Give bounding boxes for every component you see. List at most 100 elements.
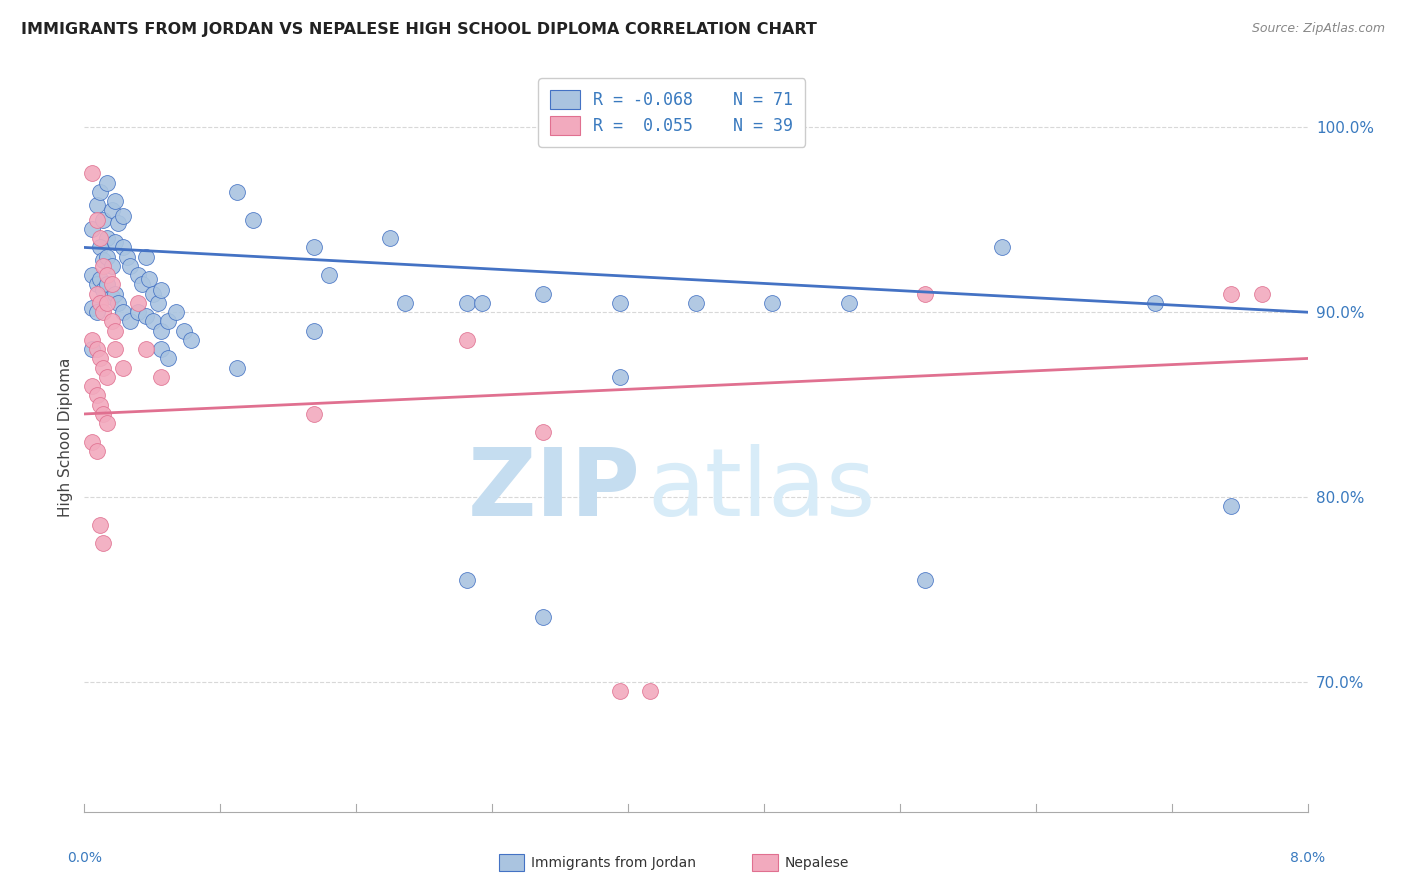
Point	[101, 314, 124, 328]
Point	[142, 314, 165, 328]
Point	[531, 610, 554, 624]
Point	[101, 203, 124, 218]
Point	[89, 398, 111, 412]
Point	[111, 360, 134, 375]
Point	[86, 388, 108, 402]
Point	[96, 250, 118, 264]
Point	[80, 166, 103, 180]
Point	[127, 268, 149, 283]
Point	[89, 518, 111, 533]
Point	[531, 425, 554, 440]
Point	[111, 209, 134, 223]
Point	[101, 277, 124, 292]
Point	[914, 574, 936, 588]
Point	[165, 305, 187, 319]
Point	[86, 277, 108, 292]
Point	[91, 360, 114, 375]
Point	[80, 342, 103, 356]
Point	[685, 296, 707, 310]
Point	[86, 212, 108, 227]
Point	[111, 305, 134, 319]
Point	[180, 333, 202, 347]
Point	[302, 324, 325, 338]
Point	[456, 574, 478, 588]
Point	[149, 324, 172, 338]
Point	[101, 259, 124, 273]
Point	[609, 684, 631, 698]
Point	[380, 231, 402, 245]
Point	[157, 351, 180, 366]
Point	[111, 240, 134, 254]
Point	[142, 286, 165, 301]
Point	[135, 250, 157, 264]
Point	[86, 286, 108, 301]
Point	[149, 370, 172, 384]
Point	[914, 286, 936, 301]
Point	[127, 296, 149, 310]
Point	[146, 296, 169, 310]
Point	[91, 212, 114, 227]
Point	[80, 434, 103, 449]
Point	[127, 305, 149, 319]
Point	[131, 277, 153, 292]
Point	[96, 416, 118, 430]
Text: 8.0%: 8.0%	[1291, 851, 1324, 864]
Point	[104, 342, 127, 356]
Point	[80, 268, 103, 283]
Text: Immigrants from Jordan: Immigrants from Jordan	[531, 855, 696, 870]
Point	[302, 240, 325, 254]
Point	[96, 296, 118, 310]
Point	[96, 277, 118, 292]
Point	[107, 216, 129, 230]
Y-axis label: High School Diploma: High School Diploma	[58, 358, 73, 516]
Point	[1143, 296, 1166, 310]
Point	[91, 536, 114, 550]
Point	[456, 333, 478, 347]
Point	[609, 296, 631, 310]
Point	[456, 296, 478, 310]
Point	[96, 176, 118, 190]
Point	[89, 296, 111, 310]
Point	[138, 272, 160, 286]
Point	[80, 222, 103, 236]
Text: Nepalese: Nepalese	[785, 855, 849, 870]
Point	[991, 240, 1014, 254]
Point	[104, 235, 127, 249]
Text: ZIP: ZIP	[468, 443, 641, 535]
Point	[531, 286, 554, 301]
Point	[101, 290, 124, 304]
Point	[1220, 286, 1243, 301]
Point	[89, 231, 111, 245]
Point	[1250, 286, 1272, 301]
Point	[135, 342, 157, 356]
Point	[226, 185, 249, 199]
Point	[1220, 500, 1243, 514]
Point	[302, 407, 325, 421]
Text: Source: ZipAtlas.com: Source: ZipAtlas.com	[1251, 22, 1385, 36]
Point	[80, 379, 103, 393]
Point	[91, 305, 114, 319]
Point	[149, 283, 172, 297]
Point	[91, 259, 114, 273]
Point	[120, 314, 142, 328]
Text: IMMIGRANTS FROM JORDAN VS NEPALESE HIGH SCHOOL DIPLOMA CORRELATION CHART: IMMIGRANTS FROM JORDAN VS NEPALESE HIGH …	[21, 22, 817, 37]
Point	[157, 314, 180, 328]
Point	[173, 324, 195, 338]
Point	[86, 305, 108, 319]
Point	[80, 333, 103, 347]
Point	[96, 231, 118, 245]
Point	[761, 296, 783, 310]
Point	[104, 286, 127, 301]
Point	[838, 296, 860, 310]
Point	[242, 212, 264, 227]
Point	[86, 444, 108, 458]
Text: atlas: atlas	[647, 443, 876, 535]
Point	[135, 309, 157, 323]
Point	[107, 296, 129, 310]
Point	[104, 324, 127, 338]
Point	[89, 240, 111, 254]
Point	[609, 370, 631, 384]
Point	[89, 272, 111, 286]
Point	[86, 198, 108, 212]
Point	[89, 351, 111, 366]
